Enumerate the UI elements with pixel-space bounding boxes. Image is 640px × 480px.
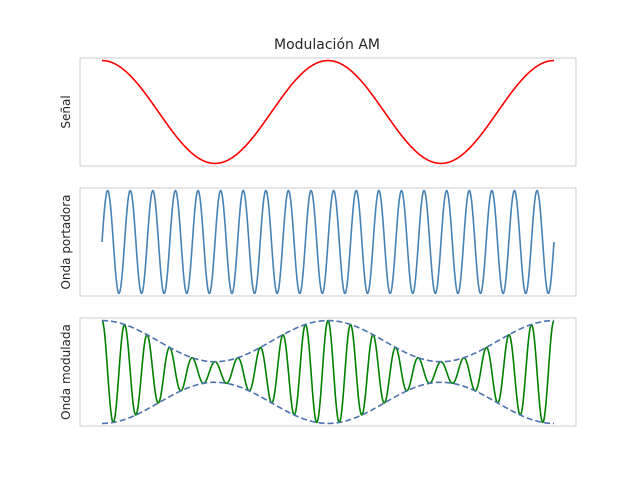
panel-signal: Señal — [59, 57, 577, 167]
panel-signal-frame — [79, 57, 577, 167]
lower-envelope-line — [101, 381, 555, 425]
modulated-line — [101, 319, 555, 424]
panel-modulated: Onda modulada — [59, 317, 577, 427]
upper-envelope-line — [101, 319, 555, 363]
panel-modulated-ylabel: Onda modulada — [59, 324, 73, 420]
panel-carrier: Onda portadora — [59, 187, 577, 297]
panel-modulated-frame — [79, 317, 577, 427]
panel-carrier-frame — [79, 187, 577, 297]
signal-line — [101, 59, 555, 165]
carrier-line — [101, 189, 555, 295]
panel-carrier-ylabel: Onda portadora — [59, 194, 73, 289]
panel-signal-ylabel: Señal — [59, 95, 73, 128]
chart-title: Modulación AM — [274, 37, 380, 53]
